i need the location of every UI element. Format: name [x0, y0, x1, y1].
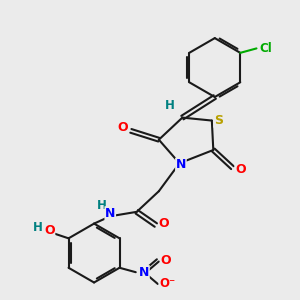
Text: O: O: [44, 224, 55, 238]
Text: O: O: [160, 254, 171, 267]
Text: N: N: [105, 207, 116, 220]
Text: N: N: [176, 158, 186, 171]
Text: Cl: Cl: [260, 42, 272, 55]
Text: O: O: [235, 163, 246, 176]
Text: S: S: [214, 114, 223, 127]
Text: O: O: [158, 217, 169, 230]
Text: N: N: [139, 266, 149, 279]
Text: H: H: [165, 99, 175, 112]
Text: H: H: [97, 200, 106, 212]
Text: O⁻: O⁻: [159, 278, 175, 290]
Text: O: O: [118, 122, 128, 134]
Text: H: H: [33, 220, 43, 234]
